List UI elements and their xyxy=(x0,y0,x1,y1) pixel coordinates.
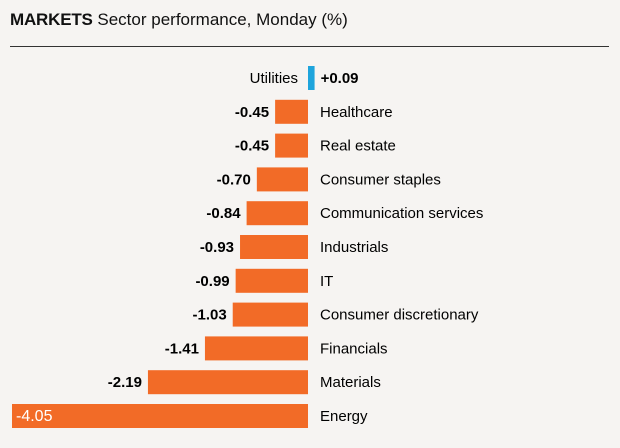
bar-real-estate xyxy=(275,133,308,158)
category-label: IT xyxy=(320,273,333,290)
value-label: -0.45 xyxy=(235,138,269,155)
category-label: Communication services xyxy=(320,205,483,222)
category-label: Real estate xyxy=(320,138,396,155)
bar-industrials xyxy=(240,235,308,259)
category-label: Financials xyxy=(320,340,388,357)
bar-communication-services xyxy=(246,201,308,226)
chart-title-text: Sector performance, Monday (%) xyxy=(97,10,348,29)
bar-consumer-staples xyxy=(256,167,308,192)
bar-energy xyxy=(12,404,308,428)
chart-title: MARKETS Sector performance, Monday (%) xyxy=(10,9,348,31)
value-label: -0.93 xyxy=(200,239,234,256)
value-label: -0.70 xyxy=(217,171,251,188)
value-label: +0.09 xyxy=(321,70,359,87)
bar-healthcare xyxy=(275,99,308,124)
category-label: Utilities xyxy=(250,70,298,87)
value-label: -0.99 xyxy=(195,273,229,290)
value-label: -4.05 xyxy=(16,408,53,425)
value-label: -1.41 xyxy=(165,340,199,357)
category-label: Materials xyxy=(320,374,381,391)
value-label: -0.45 xyxy=(235,104,269,121)
category-label: Consumer discretionary xyxy=(320,307,479,324)
bar-financials xyxy=(204,336,308,361)
title-divider xyxy=(10,46,609,47)
bar-it xyxy=(235,268,308,293)
value-label: -2.19 xyxy=(108,374,142,391)
chart-title-bold: MARKETS xyxy=(10,10,93,29)
value-label: -1.03 xyxy=(193,307,227,324)
bar-utilities xyxy=(308,66,315,90)
category-label: Healthcare xyxy=(320,104,393,121)
value-label: -0.84 xyxy=(206,205,241,222)
category-label: Energy xyxy=(320,408,368,425)
bar-materials xyxy=(147,370,308,395)
category-label: Industrials xyxy=(320,239,388,256)
category-label: Consumer staples xyxy=(320,171,441,188)
bar-consumer-discretionary xyxy=(232,302,308,327)
